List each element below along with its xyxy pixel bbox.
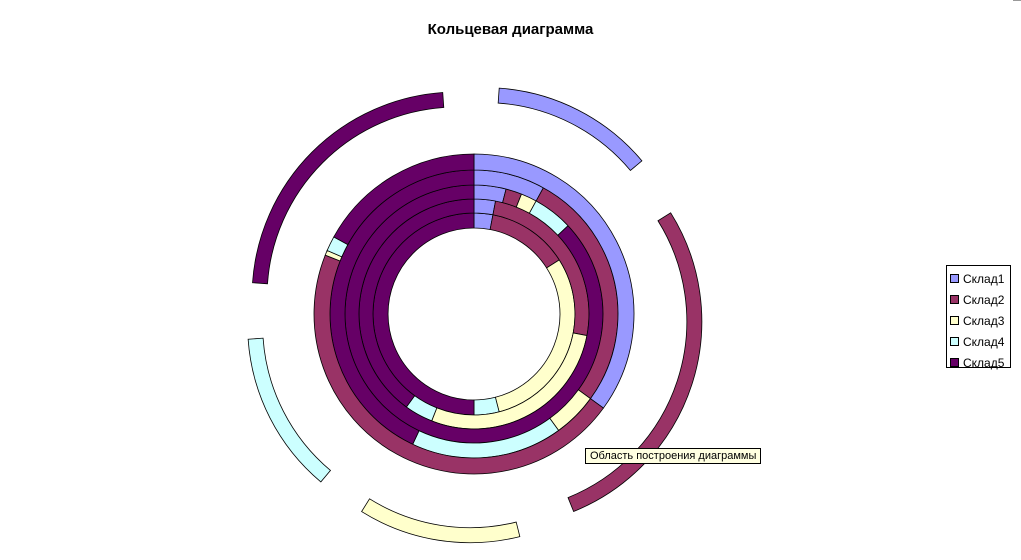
legend-label: Склад5 — [963, 355, 1005, 370]
ring-6-segment-Склад5[interactable] — [252, 92, 445, 285]
ring-6-segment-Склад1[interactable] — [497, 87, 643, 172]
legend-swatch — [950, 358, 959, 367]
ring-5-segment-Склад5[interactable] — [333, 153, 475, 246]
ring-6-segment-Склад3[interactable] — [361, 498, 521, 544]
legend-swatch — [950, 316, 959, 325]
ring-1-segment-Склад1[interactable] — [473, 212, 494, 230]
ring-6-segment-Склад4[interactable] — [247, 337, 332, 483]
ring-2-segment-Склад1[interactable] — [473, 198, 497, 216]
legend-item[interactable]: Склад5 — [950, 352, 1010, 373]
tooltip: Область построения диаграммы — [585, 448, 762, 464]
legend-label: Склад1 — [963, 271, 1005, 286]
legend-item[interactable]: Склад3 — [950, 310, 1010, 331]
legend-item[interactable]: Склад2 — [950, 289, 1010, 310]
legend-label: Склад3 — [963, 313, 1005, 328]
legend-swatch — [950, 274, 959, 283]
legend[interactable]: Склад1 Склад2 Склад3 Склад4 Склад5 — [946, 265, 1011, 370]
legend-swatch — [950, 295, 959, 304]
ring-6-segment-Склад2[interactable] — [567, 212, 703, 513]
legend-label: Склад4 — [963, 334, 1005, 349]
legend-item[interactable]: Склад4 — [950, 331, 1010, 352]
legend-label: Склад2 — [963, 292, 1005, 307]
legend-swatch — [950, 337, 959, 346]
frame-edge — [1013, 0, 1021, 1]
chart-title: Кольцевая диаграмма — [427, 21, 594, 38]
legend-item[interactable]: Склад1 — [950, 268, 1010, 289]
